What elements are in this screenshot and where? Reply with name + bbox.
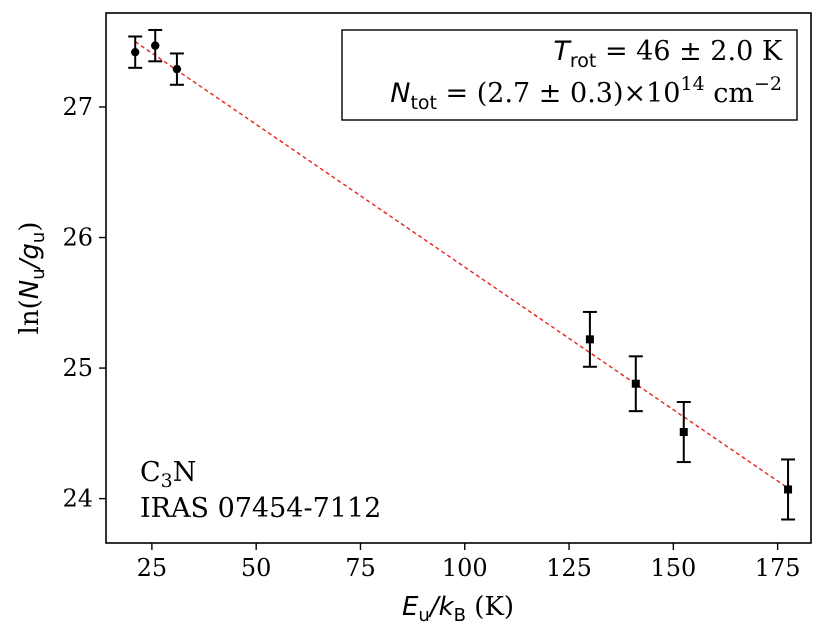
annotation-source: IRAS 07454-7112	[140, 493, 381, 524]
y-axis-label: ln(Nu/gu)	[15, 222, 49, 335]
y-ticks: 24 25 26 27	[62, 93, 106, 513]
x-tick-label: 150	[650, 554, 696, 582]
x-tick-label: 125	[546, 554, 592, 582]
y-tick-label: 26	[62, 224, 93, 252]
point-marker-circle	[151, 41, 160, 50]
x-tick-label: 50	[241, 554, 272, 582]
point-marker-square	[585, 335, 594, 344]
point-marker-square	[631, 379, 640, 388]
x-tick-label: 175	[755, 554, 801, 582]
x-axis-label: Eu/kB (K)	[402, 592, 514, 626]
point-marker-square	[679, 428, 688, 437]
point-marker-circle	[131, 47, 140, 57]
y-tick-label: 24	[62, 485, 93, 513]
data-point	[148, 28, 163, 63]
y-tick-label: 25	[62, 354, 93, 382]
data-point	[781, 458, 796, 521]
plot-frame	[105, 12, 812, 544]
x-tick-label: 25	[137, 554, 168, 582]
y-tick-label: 27	[62, 93, 93, 121]
point-marker-circle	[172, 64, 182, 74]
fit-result-ntot: Ntot = (2.7 ± 0.3)×1014 cm−2	[390, 73, 782, 114]
data-point	[128, 35, 143, 69]
fit-line	[134, 41, 789, 489]
x-ticks: 25 50 75 100 125 150 175	[137, 543, 801, 582]
data-points	[128, 28, 796, 521]
fit-result-box	[341, 29, 798, 121]
data-point	[676, 401, 691, 464]
fit-result-trot: Trot = 46 ± 2.0 K	[553, 36, 782, 72]
data-point	[169, 52, 184, 86]
data-point	[582, 310, 597, 368]
x-tick-label: 100	[442, 554, 488, 582]
data-point	[628, 355, 643, 413]
point-marker-square	[784, 485, 793, 494]
annotation-molecule: C3N	[140, 457, 196, 492]
x-tick-label: 75	[345, 554, 376, 582]
